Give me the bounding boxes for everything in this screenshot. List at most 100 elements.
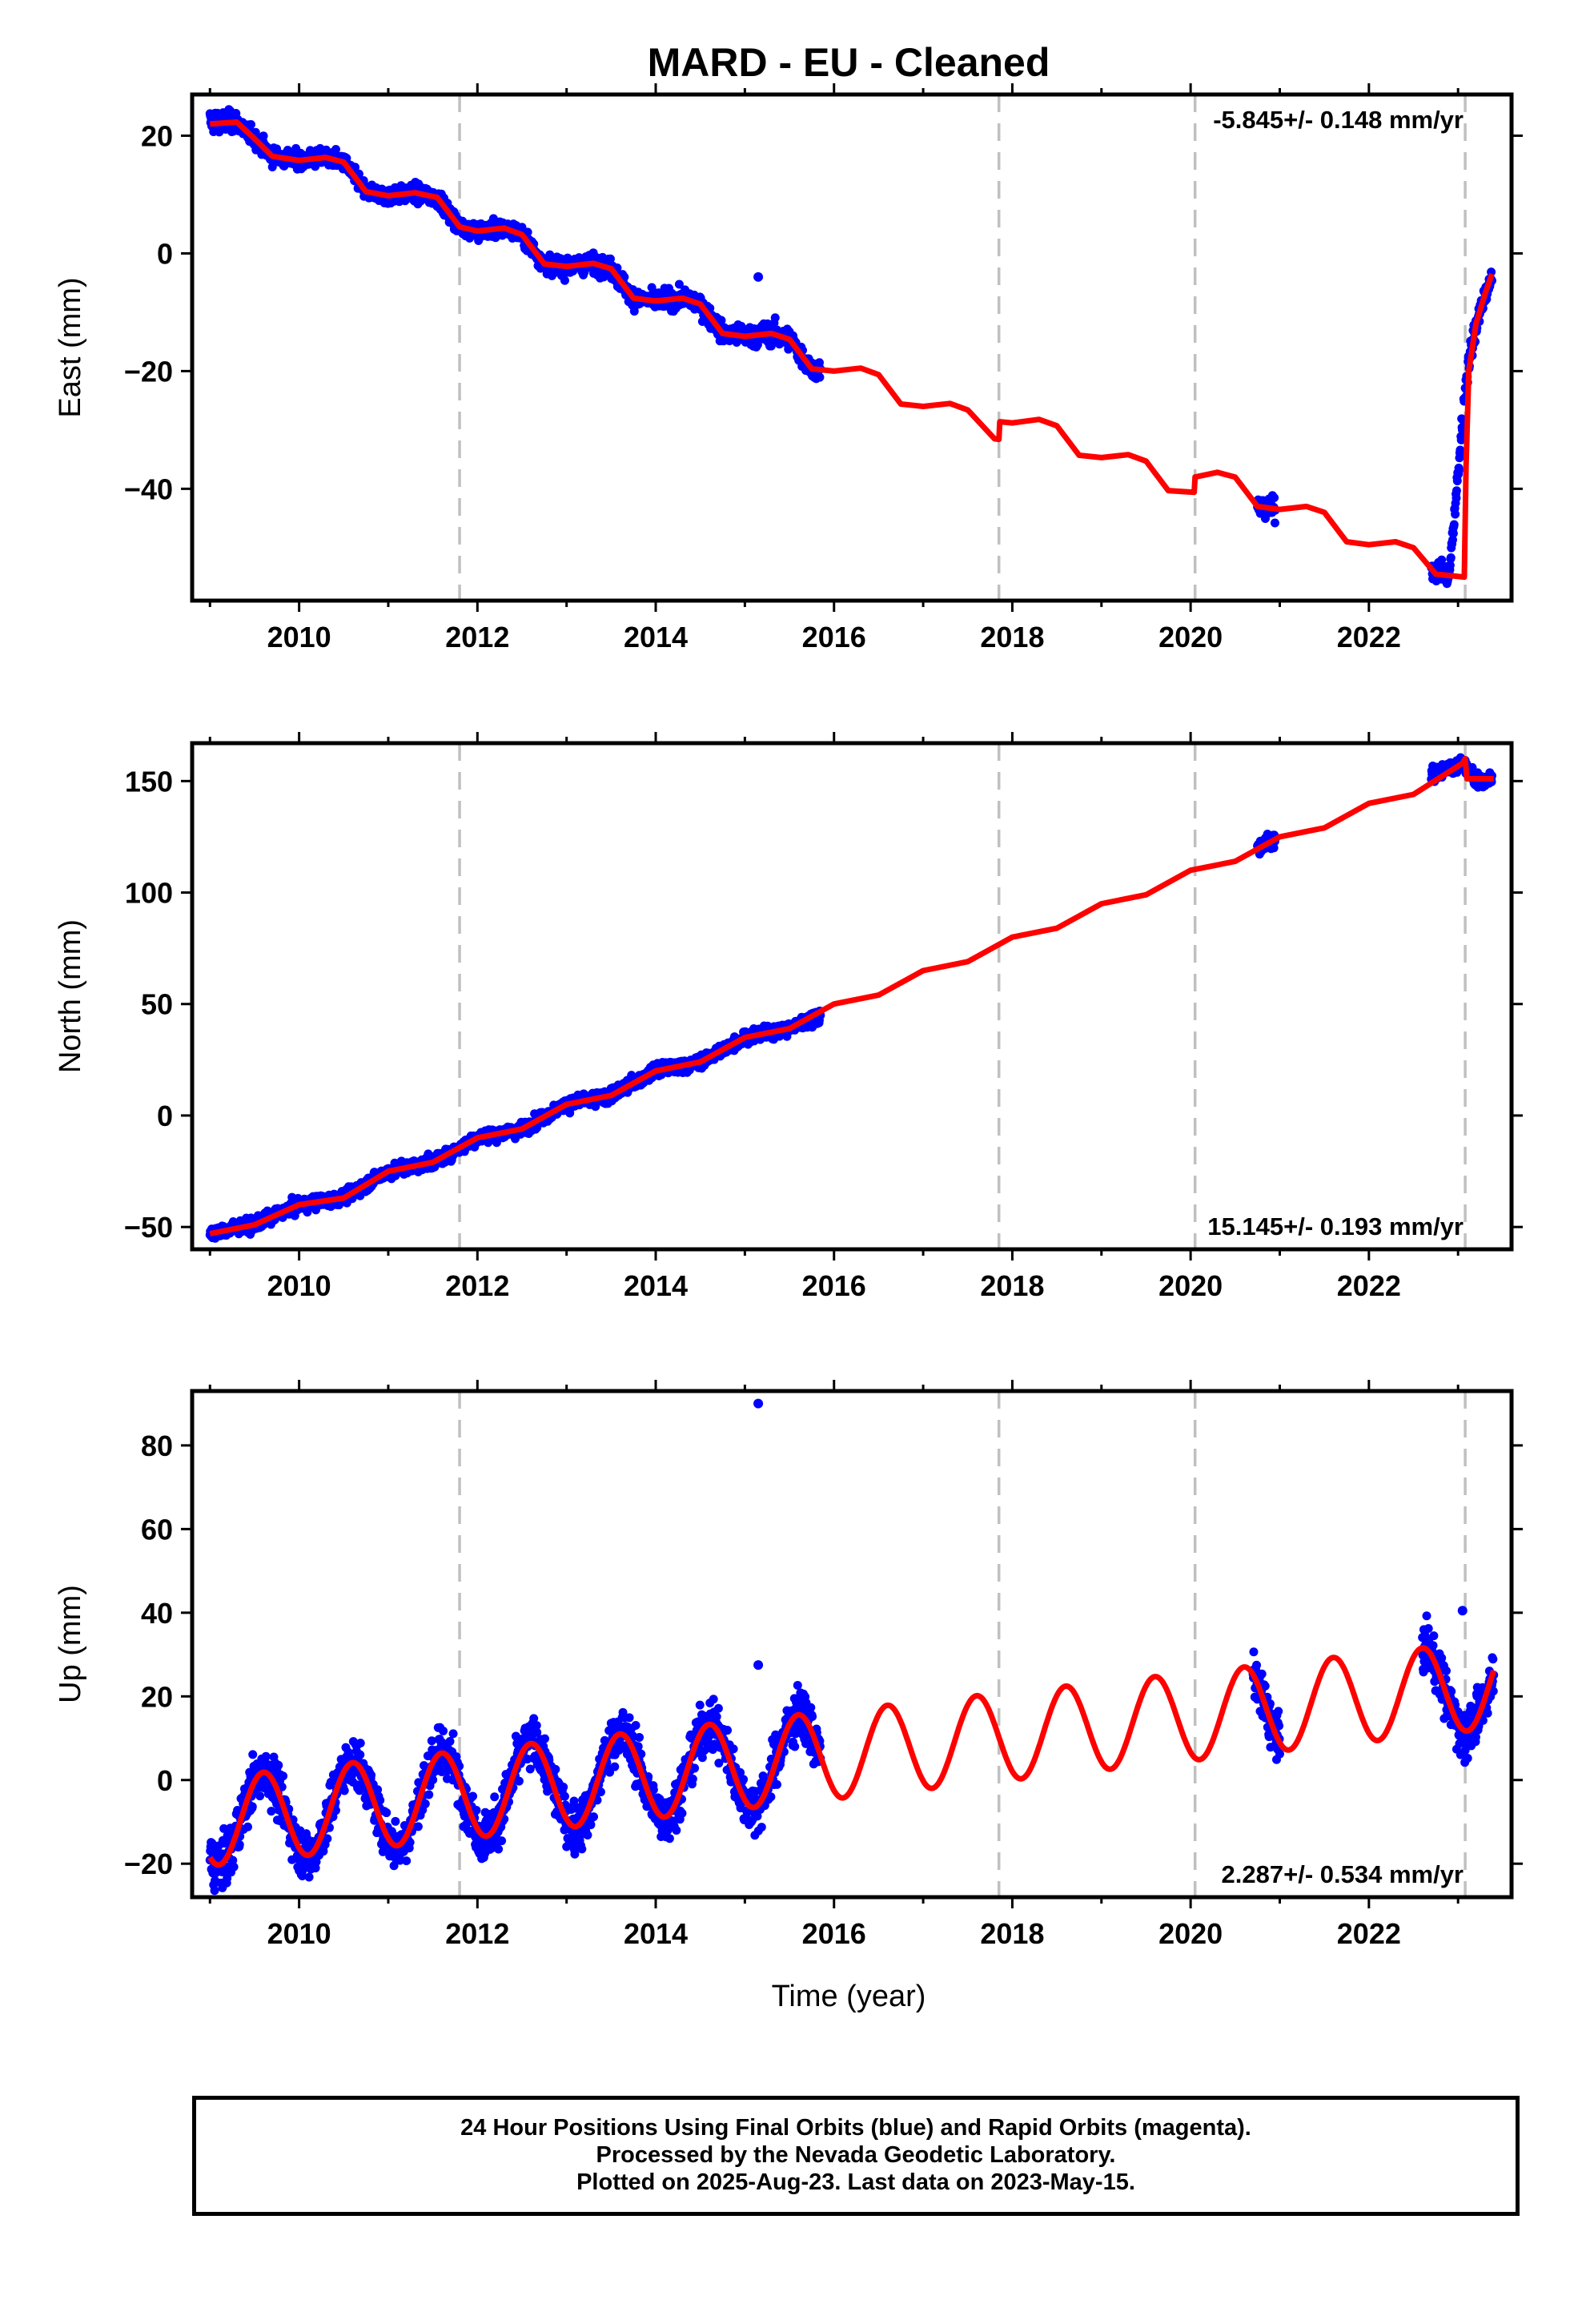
observation-point [1445,561,1455,570]
observation-point [468,1791,478,1801]
observation-point [261,1751,271,1761]
observation-point [1270,518,1279,528]
observation-point [304,1872,314,1882]
x-tick-label: 2016 [802,621,866,653]
observation-point [424,1790,434,1799]
y-tick-label: 100 [125,877,173,910]
observation-point [396,1856,405,1865]
panel-frame [190,92,1514,603]
y-axis-label: North (mm) [54,919,87,1073]
observation-point [770,313,780,323]
observation-point [243,1822,252,1831]
observation-point [247,1802,257,1811]
x-tick-label: 2010 [267,1269,331,1302]
observation-point [331,145,340,155]
observation-point [1270,493,1279,502]
observation-point [472,1805,481,1815]
observation-point [259,131,268,141]
observation-point [223,1874,232,1884]
observation-point [331,1806,340,1815]
observation-point [405,1838,415,1848]
y-axis-label: East (mm) [54,277,87,417]
observation-point [229,1862,239,1872]
observation-point [532,1727,542,1737]
plot-area [205,105,1497,589]
y-tick-label: −20 [124,355,173,388]
model-line [209,756,1494,1236]
y-tick-label: 20 [141,119,173,152]
observation-point [210,1886,219,1896]
observation-point [323,1834,332,1844]
observation-point [497,1836,507,1846]
observation-point [490,1792,500,1802]
observation-point [382,1808,391,1818]
observation-point [1449,520,1459,529]
panel-up: 2010 2012 2014 2016 2018 2020 2022806040200−20… [54,1380,1523,1950]
observation-point [674,279,684,289]
x-tick-label: 2022 [1337,621,1401,653]
observation-point [355,1750,365,1759]
x-tick-label: 2012 [445,621,509,653]
observation-point [375,1795,385,1805]
outlier-point [753,271,764,282]
observation-point [532,1721,541,1731]
y-tick-label: −50 [124,1211,173,1244]
observation-point [1456,448,1465,458]
observation-point [523,227,532,237]
observation-point [319,1847,328,1856]
observation-point [1269,843,1279,853]
observation-point [1448,529,1458,538]
observation-point [255,1791,265,1801]
observation-point [1437,555,1447,565]
observation-point [235,1839,244,1849]
observation-point [228,1856,238,1865]
y-tick-label: 0 [157,1100,173,1132]
plot-area [205,1398,1499,1896]
observation-point [629,307,639,316]
observation-point [525,1764,535,1774]
x-tick-label: 2018 [980,621,1044,653]
observation-point [560,275,569,285]
observation-point [494,1844,504,1854]
x-tick-label: 2016 [802,1269,866,1302]
observation-point [815,372,825,382]
observation-point [439,1726,448,1735]
plot-area [205,753,1497,1243]
observation-point [326,1777,335,1787]
observation-point [605,254,615,263]
observation-point [339,1786,349,1795]
x-tick-label: 2014 [624,1269,688,1302]
observation-point [367,1771,376,1780]
observation-point [514,1776,524,1786]
observation-point [1446,553,1456,562]
x-tick-label: 2012 [445,1269,509,1302]
observation-point [279,1771,288,1781]
x-tick-label: 2010 [267,621,331,653]
observation-point [1448,535,1458,545]
model-line [210,119,1495,581]
panel-east: 2010 2012 2014 2016 2018 2020 2022200−20−40Eas… [54,83,1523,653]
y-tick-label: 0 [157,237,173,270]
observation-point [1456,435,1466,444]
observation-point [529,1714,539,1723]
y-tick-label: −40 [124,472,173,505]
observation-point [448,1729,458,1739]
x-tick-label: 2022 [1337,1269,1401,1302]
observation-point [1452,486,1461,496]
y-tick-label: 50 [141,988,173,1021]
observation-point [428,1775,438,1785]
observation-point [420,1799,430,1808]
observation-point [1452,493,1461,503]
observation-point [540,1734,550,1743]
observation-point [445,1737,455,1747]
observation-point [551,1764,560,1774]
observation-point [1451,509,1460,519]
observation-point [402,1856,412,1866]
panel-north: 2010 2012 2014 2016 2018 2020 2022150100500−50… [54,732,1523,1302]
observation-point [355,1739,365,1748]
rate-label: 15.145+/- 0.193 mm/yr [1207,1212,1464,1240]
observation-point [246,120,255,130]
observation-point [274,1760,283,1770]
observation-point [511,1731,520,1741]
